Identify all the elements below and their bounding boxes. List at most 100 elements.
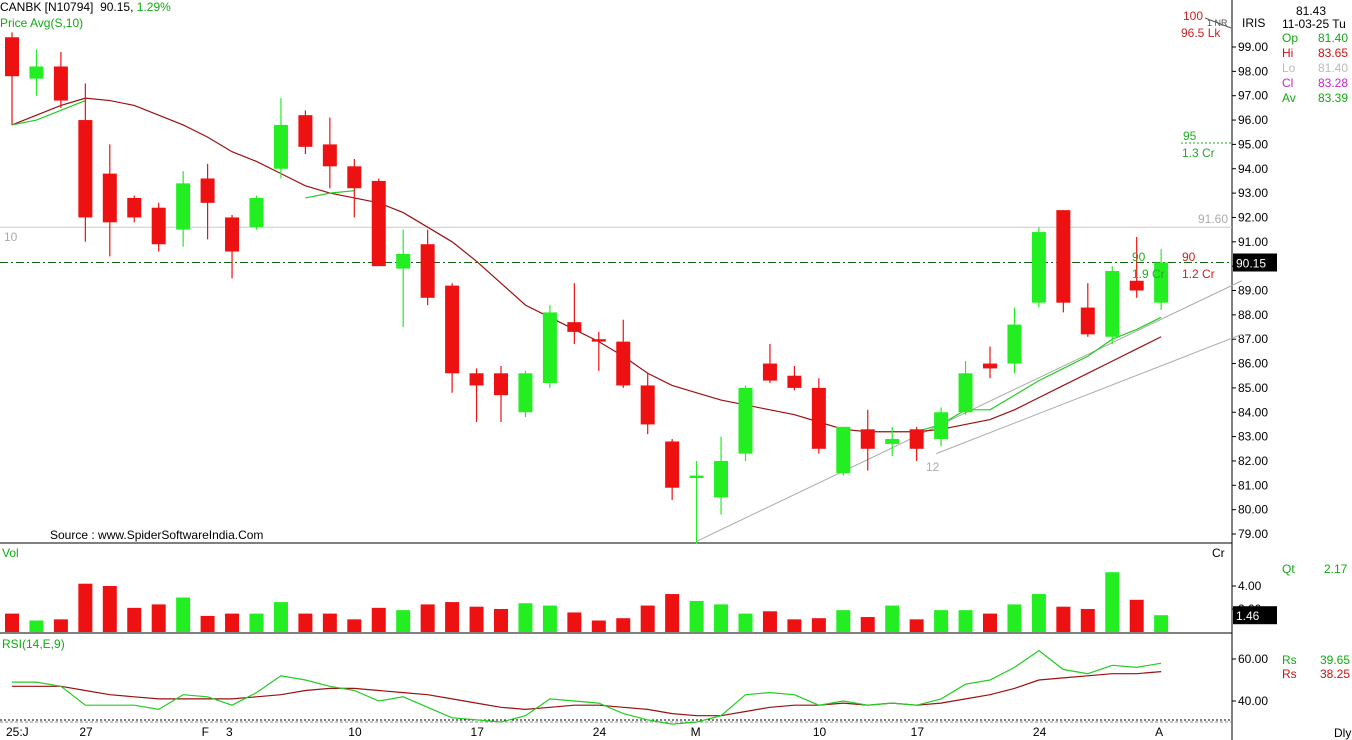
volume-bar — [225, 613, 240, 632]
rsi-tick-label: 60.00 — [1238, 652, 1268, 666]
x-tick-label: 17 — [911, 725, 925, 739]
candle-down — [983, 363, 997, 369]
volume-unit: Cr — [1212, 546, 1225, 560]
volume-bar — [567, 612, 582, 632]
volume-bar — [127, 607, 142, 632]
volume-bar — [885, 605, 900, 632]
right-red-cr: 1.2 Cr — [1182, 267, 1215, 281]
top-lk-label: 96.5 Lk — [1181, 26, 1221, 40]
volume-last-box — [1233, 606, 1277, 625]
volume-bar — [518, 603, 533, 632]
right-green-cr: 1.9 Cr — [1132, 267, 1165, 281]
x-tick-label: 10 — [348, 725, 362, 739]
price-tick-label: 88.00 — [1238, 308, 1268, 322]
last-price-box — [1233, 253, 1277, 272]
x-tick-label: M — [691, 725, 701, 739]
volume-bar — [1007, 604, 1022, 632]
candle-up — [836, 426, 851, 474]
volume-bar — [200, 615, 215, 632]
volume-bar — [909, 619, 924, 632]
rsi-title: RSI(14,E,9) — [2, 637, 65, 651]
candle-down — [5, 37, 19, 77]
price-tick-label: 86.00 — [1238, 357, 1268, 371]
candle-down — [127, 197, 142, 218]
candle-up — [689, 475, 704, 478]
candle-up — [273, 124, 288, 169]
price-tick-label: 89.00 — [1238, 284, 1268, 298]
candle-up — [1154, 262, 1169, 303]
volume-bar — [762, 611, 777, 632]
rsi-legend-value: 38.25 — [1320, 667, 1350, 681]
volume-bar — [298, 613, 313, 632]
candle-down — [567, 322, 582, 332]
ohlc-value: 83.39 — [1318, 91, 1349, 105]
candle-down — [151, 207, 166, 245]
top-marker-line — [1204, 17, 1232, 29]
qt-value: 2.17 — [1324, 562, 1348, 576]
volume-bar — [273, 602, 288, 632]
volume-tick-label: 4.00 — [1238, 579, 1262, 593]
volume-bar — [151, 604, 166, 632]
resistance-label: 91.60 — [1198, 212, 1228, 226]
info-price: 81.43 — [1296, 4, 1327, 18]
price-tick-label: 99.00 — [1238, 40, 1268, 54]
x-tick-label: 27 — [79, 725, 93, 739]
candle-up — [934, 412, 949, 440]
x-tick-label: 24 — [1033, 725, 1047, 739]
price-tick-label: 98.00 — [1238, 64, 1268, 78]
indicator-label: Price Avg(S,10) — [0, 16, 84, 30]
price-tick-label: 92.00 — [1238, 210, 1268, 224]
rsi-tick-label: 40.00 — [1238, 694, 1268, 708]
price-tick-label: 80.00 — [1238, 503, 1268, 517]
last-price: 90.15, — [100, 0, 134, 14]
volume-bar — [445, 602, 460, 632]
sma10-line — [11, 97, 1162, 433]
rsi-legend-label: Rs — [1282, 667, 1297, 681]
volume-bar — [811, 618, 826, 632]
candle-down — [762, 363, 777, 381]
candle-up — [518, 373, 533, 413]
rsi-legend-value: 39.65 — [1320, 653, 1350, 667]
x-tick-label: 10 — [813, 725, 827, 739]
volume-last-label: 1.46 — [1236, 609, 1260, 623]
qt-label: Qt — [1282, 562, 1295, 576]
right-green-price: 90 — [1132, 250, 1146, 264]
x-tick-label: F — [202, 725, 209, 739]
daily-label: Dly — [1334, 726, 1351, 740]
ohlc-value: 81.40 — [1318, 31, 1349, 45]
candle-down — [860, 429, 875, 449]
candle-down — [225, 217, 240, 252]
x-tick-label: 3 — [226, 725, 233, 739]
candle-down — [469, 373, 484, 386]
candle-down — [616, 341, 631, 386]
volume-bar — [5, 613, 19, 632]
rsi-legend-label: Rs — [1282, 653, 1297, 667]
candle-up — [176, 183, 191, 230]
candle-down — [445, 285, 460, 374]
volume-bar — [396, 610, 411, 632]
volume-title: Vol — [2, 546, 19, 560]
volume-bar — [665, 594, 680, 632]
ohlc-value: 83.65 — [1318, 46, 1349, 60]
top-price-label: 100 — [1183, 9, 1203, 23]
low-twelve-label: 12 — [926, 460, 940, 474]
volume-bar — [689, 600, 704, 632]
volume-bar — [420, 604, 435, 632]
candle-down — [322, 144, 337, 167]
candle-up — [29, 66, 44, 79]
volume-bar — [347, 619, 362, 632]
price-tick-label: 87.00 — [1238, 332, 1268, 346]
volume-bar — [1031, 594, 1046, 632]
price-tick-label: 81.00 — [1238, 478, 1268, 492]
x-tick-label: A — [1155, 725, 1163, 739]
candle-down — [78, 120, 93, 218]
volume-bar — [836, 610, 851, 632]
last-price-box-label: 90.15 — [1236, 256, 1266, 270]
candle-down — [1056, 210, 1071, 303]
volume-bar — [176, 597, 191, 632]
candle-down — [371, 180, 386, 267]
change-percent: 1.29% — [136, 0, 171, 14]
volume-bar — [1056, 606, 1071, 632]
volume-bar — [958, 610, 973, 632]
